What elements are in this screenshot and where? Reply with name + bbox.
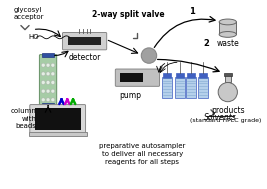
Circle shape bbox=[41, 98, 45, 102]
Text: pump: pump bbox=[119, 91, 141, 100]
Bar bbox=[35, 108, 81, 130]
Circle shape bbox=[41, 81, 45, 84]
Bar bbox=[42, 53, 54, 57]
Bar bbox=[225, 75, 231, 82]
FancyBboxPatch shape bbox=[115, 69, 160, 86]
Circle shape bbox=[51, 81, 55, 84]
Text: HO: HO bbox=[29, 34, 40, 40]
Circle shape bbox=[218, 82, 237, 102]
Bar bbox=[219, 22, 237, 34]
Ellipse shape bbox=[219, 32, 237, 37]
Bar bbox=[175, 77, 184, 98]
Bar bbox=[198, 77, 208, 98]
Circle shape bbox=[46, 89, 50, 93]
Bar bbox=[176, 73, 184, 78]
Circle shape bbox=[41, 63, 45, 67]
Text: preparative autosampler
to deliver all necessary
reagents for all steps: preparative autosampler to deliver all n… bbox=[99, 143, 186, 165]
Bar bbox=[163, 73, 171, 78]
Bar bbox=[224, 73, 232, 76]
Text: (standard HPLC grade): (standard HPLC grade) bbox=[190, 118, 262, 123]
Circle shape bbox=[41, 89, 45, 93]
Bar bbox=[68, 37, 101, 45]
Circle shape bbox=[41, 72, 45, 76]
Text: 1: 1 bbox=[189, 7, 195, 16]
Bar bbox=[42, 103, 54, 108]
Bar bbox=[186, 77, 196, 98]
Text: waste: waste bbox=[217, 39, 239, 48]
Ellipse shape bbox=[219, 19, 237, 25]
Circle shape bbox=[46, 98, 50, 102]
Circle shape bbox=[46, 72, 50, 76]
Text: Solvents: Solvents bbox=[204, 113, 237, 122]
Text: products: products bbox=[211, 105, 245, 115]
Text: detector: detector bbox=[68, 53, 101, 62]
Bar bbox=[29, 132, 87, 136]
Circle shape bbox=[141, 48, 157, 63]
Circle shape bbox=[46, 63, 50, 67]
Text: 2: 2 bbox=[204, 39, 210, 48]
Text: glycosyl
acceptor: glycosyl acceptor bbox=[13, 7, 44, 20]
Bar bbox=[162, 77, 172, 98]
Circle shape bbox=[51, 89, 55, 93]
Bar bbox=[120, 73, 143, 81]
FancyBboxPatch shape bbox=[62, 33, 107, 50]
Circle shape bbox=[46, 81, 50, 84]
Text: column
with
beads: column with beads bbox=[11, 108, 37, 129]
FancyBboxPatch shape bbox=[30, 105, 85, 133]
Circle shape bbox=[51, 98, 55, 102]
Text: 2-way split valve: 2-way split valve bbox=[92, 10, 164, 19]
Bar bbox=[199, 73, 207, 78]
Circle shape bbox=[51, 72, 55, 76]
FancyBboxPatch shape bbox=[40, 55, 57, 107]
Circle shape bbox=[51, 63, 55, 67]
Bar bbox=[187, 73, 195, 78]
